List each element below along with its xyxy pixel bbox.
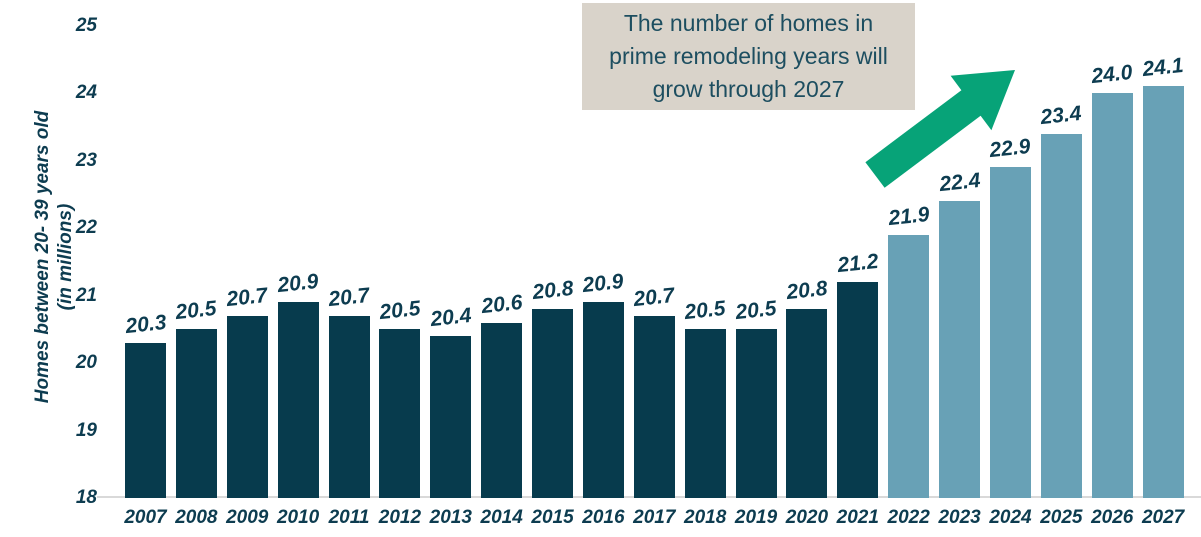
x-tick-label-2018: 2018 [684, 507, 727, 528]
bar-2018 [684, 329, 726, 498]
bar-value-label-2008: 20.5 [174, 297, 218, 325]
x-tick-label-2013: 2013 [429, 507, 472, 528]
x-tick-label-2007: 2007 [124, 507, 167, 528]
y-tick-label: 19 [75, 419, 97, 441]
bar-2012 [379, 329, 421, 498]
x-tick-label-2027: 2027 [1141, 507, 1185, 528]
x-tick-label-2025: 2025 [1040, 507, 1083, 528]
bar-2026 [1091, 93, 1133, 498]
x-tick-label-2022: 2022 [887, 507, 930, 528]
x-tick-label-2026: 2026 [1091, 507, 1134, 528]
y-axis-title: Homes between 20- 39 years old (in milli… [31, 77, 79, 437]
bar-value-label-2019: 20.5 [734, 297, 778, 325]
annotation-text-line: prime remodeling years will [609, 43, 888, 69]
x-tick-label-2016: 2016 [582, 507, 625, 528]
y-axis-title-line1: Homes between 20- 39 years old [32, 110, 53, 404]
x-tick-label-2011: 2011 [328, 507, 370, 528]
x-tick-label-2009: 2009 [226, 507, 269, 528]
y-tick-label: 21 [75, 284, 97, 306]
bar-2021 [837, 282, 879, 498]
x-tick-label-2015: 2015 [531, 507, 574, 528]
bar-2020 [786, 309, 828, 498]
bar-value-label-2027: 24.1 [1141, 54, 1185, 82]
x-tick-label-2019: 2019 [734, 507, 778, 528]
bar-value-label-2018: 20.5 [683, 297, 727, 325]
y-tick-label: 24 [75, 82, 97, 103]
bar-2009 [226, 315, 268, 498]
bar-value-label-2025: 23.4 [1039, 101, 1083, 129]
bar-2023 [939, 201, 981, 498]
bar-2014 [481, 322, 523, 498]
bar-2017 [633, 315, 675, 498]
bar-2019 [735, 329, 777, 498]
bar-2022 [888, 234, 930, 498]
bar-value-label-2021: 21.2 [836, 249, 880, 278]
bar-2016 [582, 302, 624, 498]
bar-2024 [989, 167, 1031, 498]
bar-value-label-2022: 21.9 [887, 202, 931, 230]
bar-value-label-2017: 20.7 [632, 283, 676, 311]
x-tick-label-2017: 2017 [633, 507, 676, 528]
y-axis-title-line2: (in millions) [55, 203, 76, 311]
x-tick-label-2014: 2014 [480, 507, 523, 528]
bar-2015 [532, 309, 574, 498]
bar-value-label-2023: 22.4 [937, 168, 982, 197]
bar-value-label-2009: 20.7 [225, 283, 269, 311]
bar-2007 [125, 342, 166, 498]
x-tick-label-2010: 2010 [276, 507, 320, 528]
bar-value-label-2026: 24.0 [1090, 60, 1134, 89]
annotation-text-line: The number of homes in [623, 10, 874, 36]
y-tick-label: 22 [75, 217, 97, 238]
x-tick-label-2012: 2012 [378, 507, 422, 528]
bar-value-label-2012: 20.5 [378, 297, 422, 325]
x-tick-label-2020: 2020 [785, 507, 829, 528]
bar-value-label-2007: 20.3 [123, 310, 167, 338]
y-tick-label: 20 [75, 352, 97, 373]
x-tick-label-2024: 2024 [989, 507, 1032, 528]
y-tick-label: 18 [75, 487, 97, 508]
y-tick-label: 25 [75, 14, 97, 36]
x-tick-label-2023: 2023 [938, 507, 981, 528]
bar-value-label-2024: 22.9 [988, 135, 1032, 163]
bar-value-label-2013: 20.4 [429, 303, 473, 332]
y-tick-label: 23 [75, 149, 97, 171]
x-tick-label-2021: 2021 [836, 507, 879, 528]
bar-value-label-2011: 20.7 [327, 283, 371, 311]
bar-2011 [328, 315, 370, 498]
annotation-box: The number of homes in prime remodeling y… [582, 3, 915, 110]
x-tick-label-2008: 2008 [175, 507, 218, 528]
annotation-text-line: grow through 2027 [652, 76, 845, 102]
bar-value-label-2010: 20.9 [276, 270, 320, 298]
bar-value-label-2020: 20.8 [785, 276, 829, 305]
bar-value-label-2014: 20.6 [480, 290, 524, 318]
bar-2010 [277, 302, 319, 498]
bar-value-label-2015: 20.8 [530, 276, 575, 305]
bar-2013 [430, 336, 472, 498]
bar-2027 [1142, 86, 1184, 498]
bar-2008 [175, 329, 217, 498]
bar-value-label-2016: 20.9 [581, 270, 625, 298]
bar-2025 [1040, 133, 1082, 498]
